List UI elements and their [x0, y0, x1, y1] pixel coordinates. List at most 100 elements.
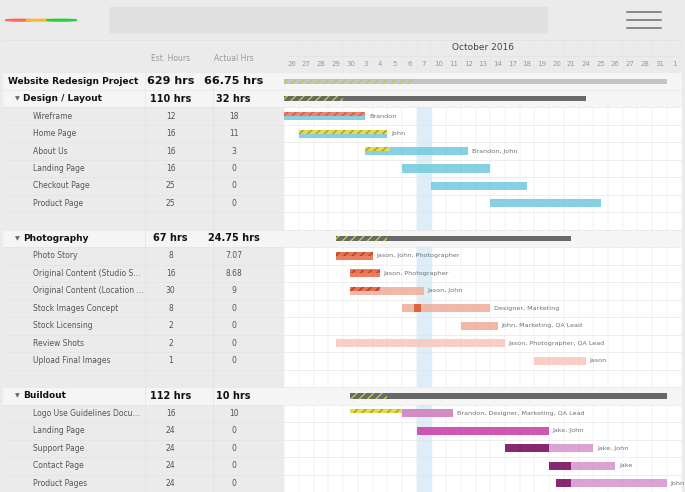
Text: John: John [671, 481, 685, 486]
Text: 16: 16 [166, 129, 175, 138]
Text: 0: 0 [232, 321, 236, 331]
Text: Landing Page: Landing Page [33, 164, 84, 173]
Text: 13: 13 [478, 62, 488, 67]
Bar [284, 112, 365, 116]
Text: 20: 20 [552, 62, 561, 67]
Bar [336, 252, 373, 256]
Text: 1: 1 [168, 356, 173, 366]
Bar [284, 112, 365, 120]
Text: 28: 28 [640, 62, 649, 67]
Circle shape [5, 19, 36, 21]
Text: 24: 24 [582, 62, 590, 67]
Text: Contact Page: Contact Page [33, 461, 84, 470]
Bar [402, 409, 453, 417]
Text: Original Content (Studio S...: Original Content (Studio S... [33, 269, 140, 278]
Text: 2: 2 [168, 339, 173, 348]
Bar [284, 96, 343, 101]
Text: Product Page: Product Page [33, 199, 83, 208]
Text: John, Marketing, QA Lead: John, Marketing, QA Lead [501, 323, 582, 328]
Bar [351, 287, 380, 291]
Bar [351, 393, 667, 399]
Text: October 2016: October 2016 [452, 43, 514, 52]
Text: 10 hrs: 10 hrs [216, 391, 251, 401]
Bar [284, 112, 365, 116]
Bar [414, 305, 421, 312]
Text: About Us: About Us [33, 147, 68, 155]
Bar [365, 147, 390, 151]
Bar [461, 322, 497, 330]
Text: 1: 1 [672, 62, 677, 67]
Text: 8.68: 8.68 [225, 269, 242, 278]
Bar [299, 130, 387, 133]
Bar [432, 182, 527, 190]
Text: 7: 7 [422, 62, 426, 67]
Text: 10: 10 [229, 409, 238, 418]
Bar [3, 230, 284, 247]
Text: ▼: ▼ [15, 96, 20, 101]
Text: 24: 24 [166, 444, 175, 453]
Bar [365, 147, 390, 151]
Text: 0: 0 [232, 356, 236, 366]
Bar [284, 79, 416, 84]
Circle shape [26, 19, 56, 21]
Text: Jason, Photographer: Jason, Photographer [384, 271, 449, 276]
Bar [351, 409, 402, 413]
FancyBboxPatch shape [110, 7, 548, 33]
Bar [416, 72, 432, 492]
Bar [402, 164, 490, 173]
Text: 0: 0 [232, 164, 236, 173]
Text: Original Content (Location ...: Original Content (Location ... [33, 286, 144, 295]
Text: Checkout Page: Checkout Page [33, 182, 90, 190]
Bar [336, 236, 571, 241]
Text: 17: 17 [508, 62, 517, 67]
Bar [336, 236, 387, 241]
Text: John: John [391, 131, 405, 136]
Text: 10: 10 [434, 62, 443, 67]
Bar [534, 357, 586, 365]
Text: 66.75 hrs: 66.75 hrs [204, 76, 263, 86]
Text: 27: 27 [302, 62, 311, 67]
Text: 27: 27 [625, 62, 634, 67]
Text: Jason, Photographer, QA Lead: Jason, Photographer, QA Lead [509, 341, 605, 346]
Text: 26: 26 [611, 62, 620, 67]
Text: 18: 18 [523, 62, 532, 67]
Text: ▼: ▼ [15, 393, 20, 399]
Text: Website Redesign Project: Website Redesign Project [8, 77, 138, 86]
Text: Logo Use Guidelines Docu...: Logo Use Guidelines Docu... [33, 409, 140, 418]
Bar [351, 287, 380, 291]
Text: Brandon: Brandon [369, 114, 396, 119]
Bar [3, 72, 284, 90]
Bar [351, 270, 380, 274]
Bar [571, 462, 615, 470]
Bar [299, 130, 387, 133]
Text: Landing Page: Landing Page [33, 426, 84, 435]
Bar [556, 479, 571, 487]
Text: 16: 16 [166, 409, 175, 418]
Text: Product Pages: Product Pages [33, 479, 87, 488]
Text: Design / Layout: Design / Layout [23, 94, 102, 103]
Bar [284, 230, 682, 247]
Text: Stock Images Concept: Stock Images Concept [33, 304, 119, 313]
Bar [3, 387, 284, 404]
Text: 67 hrs: 67 hrs [153, 233, 188, 244]
Text: 31: 31 [655, 62, 664, 67]
Text: 0: 0 [232, 444, 236, 453]
Text: Wireframe: Wireframe [33, 112, 73, 121]
Text: 4: 4 [377, 62, 382, 67]
Text: 18: 18 [229, 112, 238, 121]
Text: Stock Licensing: Stock Licensing [33, 321, 92, 331]
Bar [416, 427, 549, 435]
Bar [402, 305, 490, 312]
Bar [505, 444, 549, 452]
Text: 9: 9 [232, 286, 236, 295]
Text: 0: 0 [232, 426, 236, 435]
Bar [549, 444, 593, 452]
Text: Brandon, Designer, Marketing, QA Lead: Brandon, Designer, Marketing, QA Lead [457, 411, 585, 416]
Text: 2: 2 [168, 321, 173, 331]
Text: 0: 0 [232, 479, 236, 488]
Text: 0: 0 [232, 339, 236, 348]
Bar [336, 339, 505, 347]
Text: 3: 3 [363, 62, 367, 67]
Text: Designer, Marketing: Designer, Marketing [494, 306, 560, 311]
Bar [284, 72, 682, 90]
